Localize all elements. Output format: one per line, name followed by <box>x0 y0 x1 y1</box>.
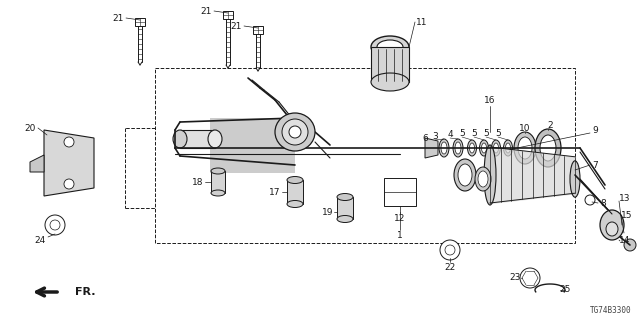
Bar <box>371 47 409 82</box>
Text: 8: 8 <box>600 198 606 207</box>
Ellipse shape <box>211 168 225 174</box>
Text: 11: 11 <box>416 18 428 27</box>
Ellipse shape <box>453 139 463 157</box>
Ellipse shape <box>570 161 580 197</box>
Ellipse shape <box>535 129 561 167</box>
Text: 4: 4 <box>447 130 453 139</box>
Bar <box>253 26 263 34</box>
Ellipse shape <box>540 135 556 161</box>
Ellipse shape <box>478 171 488 187</box>
Ellipse shape <box>514 132 536 164</box>
Text: 3: 3 <box>432 132 438 140</box>
Ellipse shape <box>518 137 532 159</box>
Text: 10: 10 <box>519 124 531 132</box>
Ellipse shape <box>377 40 403 54</box>
Text: 1: 1 <box>397 230 403 239</box>
Text: 12: 12 <box>394 213 406 222</box>
Ellipse shape <box>481 143 486 153</box>
Text: 14: 14 <box>620 236 630 244</box>
Ellipse shape <box>475 167 491 191</box>
Circle shape <box>624 239 636 251</box>
Circle shape <box>50 220 60 230</box>
Ellipse shape <box>455 142 461 154</box>
Text: 5: 5 <box>483 129 489 138</box>
Ellipse shape <box>337 194 353 201</box>
Circle shape <box>45 215 65 235</box>
Text: FR.: FR. <box>75 287 95 297</box>
Text: 18: 18 <box>192 178 204 187</box>
Ellipse shape <box>439 139 449 157</box>
Circle shape <box>64 137 74 147</box>
Text: 9: 9 <box>592 125 598 134</box>
Ellipse shape <box>337 215 353 222</box>
Ellipse shape <box>458 164 472 186</box>
Text: 24: 24 <box>35 236 45 244</box>
Ellipse shape <box>454 159 476 191</box>
Ellipse shape <box>606 222 618 236</box>
Ellipse shape <box>208 130 222 148</box>
Text: 22: 22 <box>444 263 456 273</box>
Bar <box>210 118 295 173</box>
Ellipse shape <box>492 140 500 156</box>
Text: 21: 21 <box>112 13 124 22</box>
Text: 15: 15 <box>621 211 633 220</box>
Ellipse shape <box>173 130 187 148</box>
Text: 19: 19 <box>323 207 333 217</box>
Bar <box>135 18 145 26</box>
Circle shape <box>445 245 455 255</box>
Text: 2: 2 <box>547 121 553 130</box>
Polygon shape <box>425 138 438 158</box>
Ellipse shape <box>504 140 513 156</box>
Ellipse shape <box>371 73 409 91</box>
Text: 17: 17 <box>269 188 281 196</box>
Ellipse shape <box>211 190 225 196</box>
Ellipse shape <box>484 145 496 205</box>
Text: TG74B3300: TG74B3300 <box>590 306 632 315</box>
Ellipse shape <box>371 36 409 58</box>
Ellipse shape <box>493 143 499 153</box>
Ellipse shape <box>441 142 447 154</box>
Bar <box>211 171 225 193</box>
Circle shape <box>520 268 540 288</box>
Text: 21: 21 <box>230 21 242 30</box>
Text: 23: 23 <box>509 274 521 283</box>
Ellipse shape <box>600 210 624 240</box>
Ellipse shape <box>467 140 477 156</box>
Circle shape <box>64 179 74 189</box>
Bar <box>155 68 575 243</box>
Polygon shape <box>30 155 44 172</box>
Text: 25: 25 <box>559 285 571 294</box>
Text: 6: 6 <box>422 133 428 142</box>
Bar <box>337 197 353 219</box>
Ellipse shape <box>470 143 474 153</box>
Circle shape <box>585 195 595 205</box>
Text: 13: 13 <box>620 194 631 203</box>
Ellipse shape <box>287 177 303 183</box>
Text: 16: 16 <box>484 95 496 105</box>
Ellipse shape <box>289 126 301 138</box>
Bar <box>180 130 215 148</box>
Ellipse shape <box>275 113 315 151</box>
Circle shape <box>440 240 460 260</box>
Bar <box>287 180 303 204</box>
Text: 5: 5 <box>459 129 465 138</box>
Ellipse shape <box>287 201 303 207</box>
Bar <box>384 178 416 206</box>
Ellipse shape <box>506 143 511 153</box>
Ellipse shape <box>479 140 488 156</box>
Text: 5: 5 <box>495 129 501 138</box>
Polygon shape <box>44 130 94 196</box>
Bar <box>223 11 233 19</box>
Text: 20: 20 <box>24 124 36 132</box>
Text: 5: 5 <box>471 129 477 138</box>
Ellipse shape <box>282 119 308 145</box>
Text: 21: 21 <box>200 6 212 15</box>
Text: 7: 7 <box>592 161 598 170</box>
